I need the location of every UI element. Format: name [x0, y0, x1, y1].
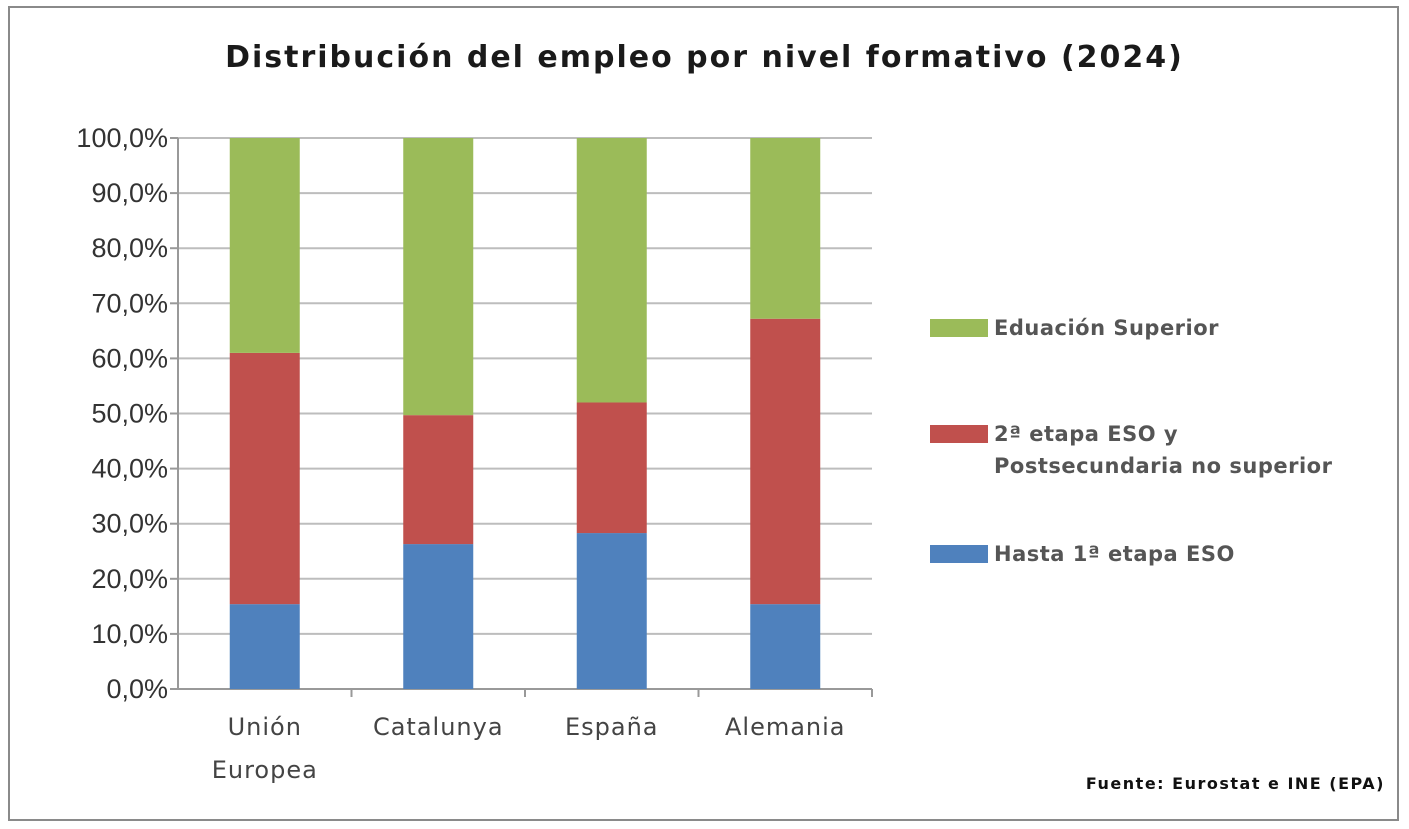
- source-note: Fuente: Eurostat e INE (EPA): [1085, 774, 1385, 793]
- chart-title: Distribución del empleo por nivel format…: [225, 40, 1184, 75]
- bar-segment: [576, 533, 647, 689]
- bar-segment: [229, 352, 300, 605]
- legend-swatch-superior: [930, 319, 988, 337]
- x-tick-label: España: [565, 713, 659, 741]
- bar-segment: [750, 318, 821, 605]
- bar-segment: [750, 604, 821, 689]
- y-tick-label: 80,0%: [91, 233, 168, 263]
- legend-label: 2ª etapa ESO y Postsecundaria no superio…: [994, 422, 1333, 478]
- bar-segment: [576, 138, 647, 403]
- x-tick-label: Unión: [228, 713, 302, 741]
- y-tick-label: 90,0%: [91, 178, 168, 208]
- y-tick-label: 100,0%: [76, 123, 168, 153]
- bar-segment: [576, 402, 647, 534]
- y-tick-label: 40,0%: [91, 454, 168, 484]
- bar-segment: [750, 138, 821, 319]
- legend-item-superior: Eduación Superior: [930, 312, 1219, 344]
- bar-segment: [403, 138, 474, 416]
- legend-item-hasta-primera: Hasta 1ª etapa ESO: [930, 538, 1235, 570]
- x-tick-label: Europea: [212, 756, 318, 784]
- y-tick-label: 30,0%: [91, 509, 168, 539]
- y-tick-label: 10,0%: [91, 619, 168, 649]
- bar-segment: [403, 415, 474, 545]
- chart-frame: [8, 6, 1399, 821]
- legend-swatch-hasta-primera: [930, 545, 988, 563]
- x-tick-label: Alemania: [725, 713, 846, 741]
- y-tick-label: 20,0%: [91, 564, 168, 594]
- x-tick-label: Catalunya: [373, 713, 504, 741]
- legend-label: Hasta 1ª etapa ESO: [994, 542, 1235, 566]
- legend-item-segunda-etapa: 2ª etapa ESO y Postsecundaria no superio…: [930, 418, 1370, 482]
- y-tick-label: 0,0%: [106, 674, 168, 704]
- bar-segment: [403, 544, 474, 689]
- y-tick-label: 60,0%: [91, 343, 168, 373]
- legend-label: Eduación Superior: [994, 316, 1220, 340]
- legend-swatch-segunda-etapa: [930, 425, 988, 443]
- y-tick-label: 50,0%: [91, 399, 168, 429]
- y-tick-label: 70,0%: [91, 288, 168, 318]
- bar-segment: [229, 604, 300, 689]
- bar-segment: [229, 138, 300, 353]
